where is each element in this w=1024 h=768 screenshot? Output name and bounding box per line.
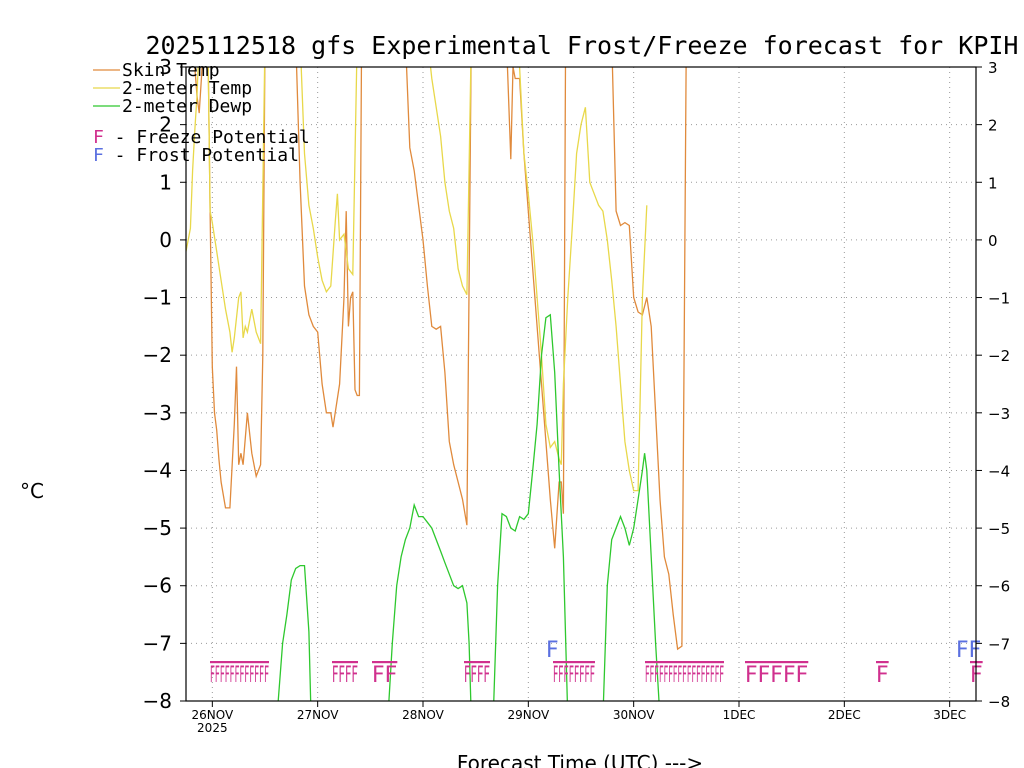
frost-freeze-flags: FFFFFFFFFFFF FFFF FF FFFF FFFFFFFF FFFFFFFFFF… [210,638,983,688]
y-tick-label-left: 3 [159,55,172,79]
y-tick-label-left: −8 [143,689,172,713]
y-tick-label-right: 0 [988,232,998,250]
y-axis-ticks: 3 3 2 2 1 1 0 0 −1 −1 −2 −2 −3 −3 −4 −4 −5 −5 −6 −6 −7 −7 −8 −8 [143,55,1011,713]
series-lines [186,67,687,701]
frost-flag: FF [956,638,981,663]
x-tick-label: 2DEC [828,708,861,722]
frost-flag: F [546,638,559,663]
y-tick-label-left: 0 [159,228,172,252]
freeze-flag: F [876,663,889,688]
flag-legend-text: - Freeze Potential [104,127,310,148]
freeze-flag: FFFFFFFFFFFFFFFFF [645,663,724,688]
legend-label: 2-meter Dewp [122,96,252,117]
y-tick-label-right: −2 [988,347,1010,365]
flag-legend-entry: F - Freeze Potential [93,127,310,148]
freeze-flag: FFFF [332,663,358,688]
y-tick-label-left: −5 [143,516,172,540]
freeze-flag: FF [372,663,397,688]
y-tick-label-right: 1 [988,174,998,192]
y-tick-label-right: −6 [988,578,1010,596]
y-tick-label-right: −8 [988,693,1010,711]
y-tick-label-left: −6 [143,574,172,598]
freeze-flag: FFFFFFFFFFFF [210,663,269,688]
x-tick-label: 3DEC [933,708,966,722]
y-tick-label-left: −4 [143,458,172,482]
y-tick-label-right: −1 [988,290,1010,308]
series-line-2-meter-dewp [277,313,660,701]
flag-legend-entry: F - Frost Potential [93,145,299,166]
y-tick-label-right: −5 [988,520,1010,538]
y-tick-label-right: 2 [988,117,998,135]
y-tick-label-left: −7 [143,631,172,655]
y-tick-label-left: −1 [143,286,172,310]
x-tick-label: 29NOV [507,708,549,722]
series-line-skin-temp [194,67,687,651]
flag-legend-symbol: F [93,145,104,166]
y-tick-label-right: 3 [988,59,998,77]
y-tick-label-left: 2 [159,113,172,137]
y-axis-label: °C [20,479,44,503]
y-tick-label-right: −3 [988,405,1010,423]
freeze-flag: FFFF [464,663,490,688]
legend-label: Skin Temp [122,60,220,81]
freeze-flag: FFFFFFFF [553,663,595,688]
x-tick-label: 30NOV [613,708,655,722]
x-tick-label: 26NOV [191,708,233,722]
legend-label: 2-meter Temp [122,78,252,99]
x-tick-label: 1DEC [723,708,756,722]
x-tick-label-year: 2025 [197,721,228,735]
flag-legend-text: - Frost Potential [104,145,299,166]
chart-title: 2025112518 gfs Experimental Frost/Freeze… [146,31,1019,60]
series-line-2-meter-temp [186,67,648,492]
plot-frame [185,66,977,702]
x-axis-label: Forecast Time (UTC) ---> [457,751,703,768]
y-tick-label-left: 1 [159,170,172,194]
y-tick-label-left: −2 [143,343,172,367]
y-tick-label-right: −4 [988,462,1010,480]
freeze-flag: FFFFF [745,663,808,688]
x-tick-label: 28NOV [402,708,444,722]
x-tick-label: 27NOV [297,708,339,722]
grid [186,66,976,702]
y-tick-label-right: −7 [988,635,1010,653]
flag-legend-symbol: F [93,127,104,148]
y-tick-label-left: −3 [143,401,172,425]
